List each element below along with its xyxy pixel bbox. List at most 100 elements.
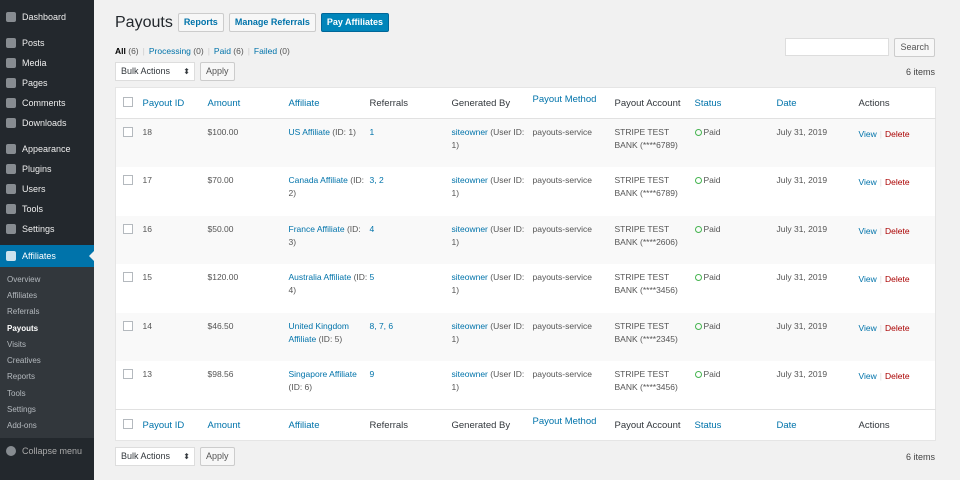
amount: $46.50 — [207, 320, 234, 331]
payout-account: STRIPE TEST BANK (****6789) — [614, 127, 678, 150]
sidebar-item-appearance[interactable]: Appearance — [0, 139, 94, 159]
view-link[interactable]: View — [858, 129, 877, 139]
payout-account: STRIPE TEST BANK (****3456) — [614, 272, 678, 295]
row-checkbox[interactable] — [123, 127, 133, 137]
column-payout-method[interactable]: Payout Method — [532, 94, 597, 105]
affiliate-link[interactable]: Australia Affiliate — [288, 272, 352, 282]
submenu-item-overview[interactable]: Overview — [7, 274, 41, 284]
collapse-menu-button[interactable]: Collapse menu — [0, 441, 94, 461]
filter-processing[interactable]: Processing — [148, 46, 191, 56]
user-link[interactable]: siteowner — [451, 175, 488, 185]
pay-affiliates-button[interactable]: Pay Affiliates — [320, 13, 390, 32]
sidebar-item-plugins[interactable]: Plugins — [0, 159, 94, 179]
user-link[interactable]: siteowner — [451, 127, 488, 137]
sidebar-item-pages[interactable]: Pages — [0, 73, 94, 93]
filter-all[interactable]: All — [115, 46, 126, 56]
submenu-item-add-ons[interactable]: Add-ons — [7, 421, 37, 431]
view-link[interactable]: View — [858, 274, 877, 284]
filter-failed[interactable]: Failed — [253, 46, 278, 56]
sidebar-item-comments[interactable]: Comments — [0, 93, 94, 113]
submenu-item-visits[interactable]: Visits — [7, 339, 26, 349]
view-link[interactable]: View — [858, 322, 877, 333]
sidebar-item-downloads[interactable]: Downloads — [0, 113, 94, 133]
submenu-item-referrals[interactable]: Referrals — [7, 307, 40, 317]
user-link[interactable]: siteowner — [451, 320, 488, 331]
delete-link[interactable]: Delete — [885, 129, 910, 139]
sidebar-item-posts[interactable]: Posts — [0, 33, 94, 53]
manage-referrals-button[interactable]: Manage Referrals — [228, 13, 316, 32]
user-link[interactable]: siteowner — [451, 223, 488, 234]
affiliate-link[interactable]: France Affiliate — [288, 223, 345, 234]
column-payout-method[interactable]: Payout Method — [532, 416, 597, 427]
sidebar-item-dashboard[interactable]: Dashboard — [0, 7, 94, 27]
affiliate-link[interactable]: United Kingdom Affiliate — [288, 320, 349, 344]
column-affiliate[interactable]: Affiliate — [288, 97, 320, 109]
delete-link[interactable]: Delete — [885, 371, 910, 381]
submenu-item-settings[interactable]: Settings — [7, 405, 36, 415]
reports-button[interactable]: Reports — [177, 13, 224, 32]
column-status[interactable]: Status — [694, 419, 722, 431]
payout-account: STRIPE TEST BANK (****3456) — [614, 369, 678, 392]
generated-by-cell: siteowner (User ID: 1) — [452, 167, 533, 216]
column-payout-id[interactable]: Payout ID — [142, 419, 185, 431]
delete-link[interactable]: Delete — [885, 322, 910, 333]
referrals-link[interactable]: 5 — [369, 272, 375, 282]
sidebar-item-label: Plugins — [22, 164, 52, 174]
referrals-cell: 4 — [370, 216, 452, 265]
apply-button[interactable]: Apply — [200, 62, 235, 81]
column-affiliate[interactable]: Affiliate — [288, 419, 320, 431]
view-link[interactable]: View — [858, 371, 877, 381]
affiliate-link[interactable]: Canada Affiliate — [288, 175, 348, 185]
sidebar-item-label: Dashboard — [22, 12, 67, 22]
row-checkbox[interactable] — [123, 223, 133, 234]
search-button[interactable]: Search — [894, 38, 935, 57]
row-checkbox[interactable] — [123, 272, 133, 282]
select-all-checkbox[interactable] — [123, 418, 133, 429]
referrals-link[interactable]: 9 — [369, 369, 375, 379]
page-title: Payouts — [115, 13, 173, 31]
view-link[interactable]: View — [858, 225, 877, 236]
column-amount[interactable]: Amount — [207, 97, 241, 109]
bulk-actions-select-bottom[interactable]: Bulk Actions — [115, 447, 195, 466]
user-link[interactable]: siteowner — [451, 272, 488, 282]
referrals-link[interactable]: 3, 2 — [369, 175, 384, 185]
sidebar-item-settings[interactable]: Settings — [0, 219, 94, 239]
sidebar-item-users[interactable]: Users — [0, 179, 94, 199]
sidebar-item-tools[interactable]: Tools — [0, 199, 94, 219]
row-checkbox[interactable] — [123, 175, 133, 185]
view-link[interactable]: View — [858, 177, 877, 187]
affiliate-cell: US Affiliate (ID: 1) — [289, 119, 370, 168]
submenu-item-creatives[interactable]: Creatives — [7, 356, 41, 366]
affiliate-link[interactable]: Singapore Affiliate — [288, 369, 357, 379]
column-amount[interactable]: Amount — [207, 419, 241, 431]
referrals-link[interactable]: 4 — [369, 223, 375, 234]
sidebar-item-affiliates[interactable]: Affiliates — [0, 245, 94, 267]
row-checkbox[interactable] — [123, 320, 133, 331]
filter-paid[interactable]: Paid — [213, 46, 231, 56]
delete-link[interactable]: Delete — [885, 177, 910, 187]
search-input[interactable] — [785, 38, 890, 56]
submenu-item-affiliates[interactable]: Affiliates — [7, 290, 38, 300]
column-status[interactable]: Status — [694, 97, 722, 109]
sidebar-item-media[interactable]: Media — [0, 53, 94, 73]
apply-button-bottom[interactable]: Apply — [200, 447, 235, 466]
affiliate-link[interactable]: US Affiliate — [288, 127, 330, 137]
submenu-item-tools[interactable]: Tools — [7, 388, 26, 398]
column-date[interactable]: Date — [776, 97, 797, 109]
submenu-item-reports[interactable]: Reports — [7, 372, 36, 382]
referrals-link[interactable]: 1 — [369, 127, 375, 137]
referrals-link[interactable]: 8, 7, 6 — [369, 320, 394, 331]
row-checkbox[interactable] — [123, 369, 133, 379]
paid-status-icon — [694, 274, 702, 281]
column-payout-id[interactable]: Payout ID — [142, 97, 185, 109]
settings-icon — [6, 224, 16, 234]
delete-link[interactable]: Delete — [885, 274, 910, 284]
status-badge: Paid — [703, 175, 721, 185]
status-badge: Paid — [703, 272, 721, 282]
delete-link[interactable]: Delete — [885, 225, 910, 236]
bulk-actions-select[interactable]: Bulk Actions — [115, 62, 195, 81]
submenu-item-payouts[interactable]: Payouts — [7, 323, 39, 333]
column-date[interactable]: Date — [776, 419, 797, 431]
select-all-checkbox[interactable] — [123, 96, 133, 107]
user-link[interactable]: siteowner — [451, 369, 488, 379]
